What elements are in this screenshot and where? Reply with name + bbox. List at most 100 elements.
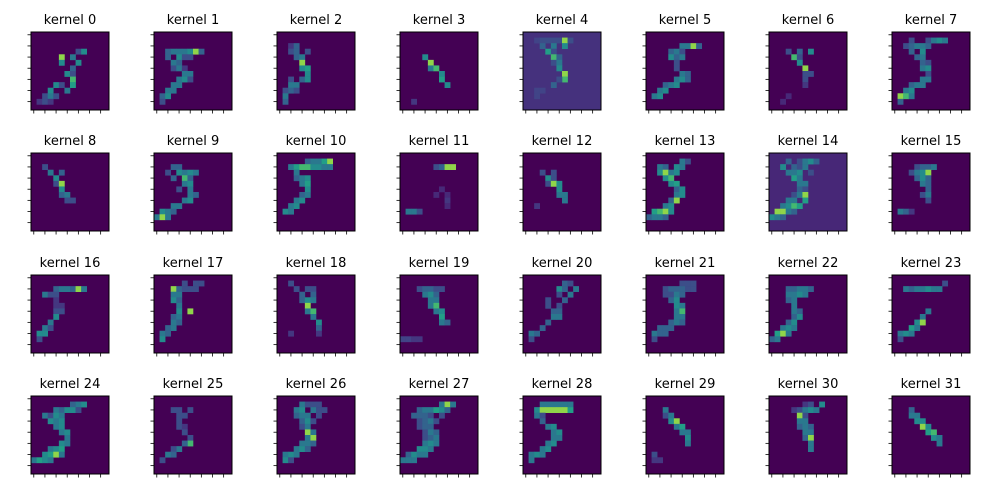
heatmap-cell	[75, 407, 82, 414]
heatmap-cell	[802, 192, 809, 198]
heatmap-cell	[42, 330, 49, 337]
heatmap-cell	[925, 65, 932, 72]
heatmap-cell	[433, 440, 440, 447]
heatmap-cell	[316, 164, 322, 171]
heatmap-cell	[774, 330, 781, 337]
heatmap-cell	[299, 65, 306, 72]
heatmap-cell	[176, 48, 183, 55]
heatmap-cell	[919, 76, 926, 83]
heatmap-cell	[159, 98, 166, 105]
heatmap-cell	[53, 423, 60, 430]
heatmap-cell	[288, 208, 295, 215]
heatmap-cell	[791, 164, 798, 171]
axes-frame	[768, 31, 848, 111]
heatmap-cell	[673, 54, 680, 61]
heatmap-cell	[796, 286, 803, 293]
heatmap-cell	[176, 54, 183, 61]
heatmap-cell	[897, 93, 904, 100]
heatmap-cell	[288, 164, 295, 171]
heatmap-cell	[299, 412, 306, 419]
heatmap-cell	[181, 429, 188, 436]
heatmap-cell	[539, 43, 546, 50]
heatmap-cell	[36, 330, 43, 337]
heatmap-cell	[925, 308, 932, 315]
heatmap-cell	[785, 208, 792, 215]
heatmap-cell	[668, 180, 675, 187]
heatmap-cell	[534, 407, 541, 414]
heatmap-cell	[808, 446, 814, 453]
heatmap-cell	[796, 423, 803, 430]
heatmap-cell	[556, 401, 563, 408]
heatmap-cell	[567, 37, 574, 44]
heatmap-cell	[293, 446, 300, 453]
heatmap-cell	[556, 54, 563, 61]
heatmap-cell	[556, 65, 563, 72]
heatmap-cell	[545, 401, 552, 408]
heatmap-cell	[545, 48, 552, 55]
heatmap-cell	[802, 76, 809, 83]
heatmap-cell	[58, 423, 65, 430]
heatmap-cell	[304, 440, 311, 447]
heatmap-cell	[176, 423, 183, 430]
panel-title: kernel 0	[44, 13, 96, 28]
kernel-panel: kernel 13	[642, 134, 725, 235]
heatmap-cell	[528, 457, 535, 464]
heatmap-cell	[679, 48, 686, 55]
heatmap-cell	[550, 180, 557, 187]
heatmap-cell	[198, 48, 205, 55]
heatmap-cell	[411, 336, 418, 343]
heatmap-cell	[562, 76, 568, 83]
heatmap-cell	[58, 446, 65, 453]
heatmap-cell	[422, 54, 429, 61]
heatmap-cell	[58, 180, 65, 187]
heatmap-cell	[685, 435, 691, 441]
heatmap-cell	[657, 457, 664, 464]
heatmap-cell	[165, 54, 172, 61]
panel-title: kernel 4	[536, 13, 588, 28]
heatmap-cell	[299, 401, 306, 408]
panel-title: kernel 19	[409, 256, 470, 271]
heatmap-cell	[299, 192, 306, 198]
kernel-panel: kernel 27	[396, 377, 479, 478]
heatmap-cell	[321, 158, 328, 165]
heatmap-cell	[176, 76, 183, 83]
heatmap-cell	[668, 175, 675, 182]
axes-frame	[399, 31, 479, 111]
heatmap-cell	[550, 48, 557, 55]
heatmap-cell	[785, 286, 792, 293]
heatmap-cell	[327, 164, 334, 171]
heatmap-cell	[668, 82, 675, 89]
heatmap-cell	[288, 82, 295, 89]
heatmap-cell	[562, 280, 568, 287]
heatmap-cell	[679, 43, 686, 50]
heatmap-cell	[304, 418, 311, 425]
heatmap-cell	[170, 59, 177, 66]
heatmap-cell	[47, 446, 54, 453]
heatmap-cell	[791, 54, 798, 61]
heatmap-cell	[673, 291, 680, 298]
heatmap-cell	[908, 169, 915, 176]
heatmap-cell	[58, 192, 65, 198]
heatmap-cell	[293, 169, 300, 176]
heatmap-cell	[556, 291, 563, 298]
heatmap-cell	[416, 446, 423, 453]
heatmap-cell	[427, 59, 434, 66]
heatmap-cell	[304, 65, 311, 72]
heatmap-cell	[439, 319, 445, 326]
heatmap-cell	[796, 314, 803, 320]
heatmap-cell	[187, 180, 194, 187]
heatmap-cell	[925, 286, 932, 293]
heatmap-cell	[327, 158, 334, 165]
heatmap-cell	[925, 71, 932, 77]
heatmap-cell	[925, 180, 932, 187]
heatmap-cell	[668, 319, 675, 326]
kernel-panel: kernel 3	[396, 13, 479, 114]
heatmap-cell	[310, 314, 317, 320]
heatmap-cell	[288, 280, 295, 287]
heatmap-cell	[808, 286, 814, 293]
heatmap-cell	[58, 412, 65, 419]
heatmap-cell	[808, 169, 814, 176]
heatmap-cell	[685, 286, 691, 293]
heatmap-cell	[668, 297, 675, 304]
heatmap-cell	[562, 286, 568, 293]
